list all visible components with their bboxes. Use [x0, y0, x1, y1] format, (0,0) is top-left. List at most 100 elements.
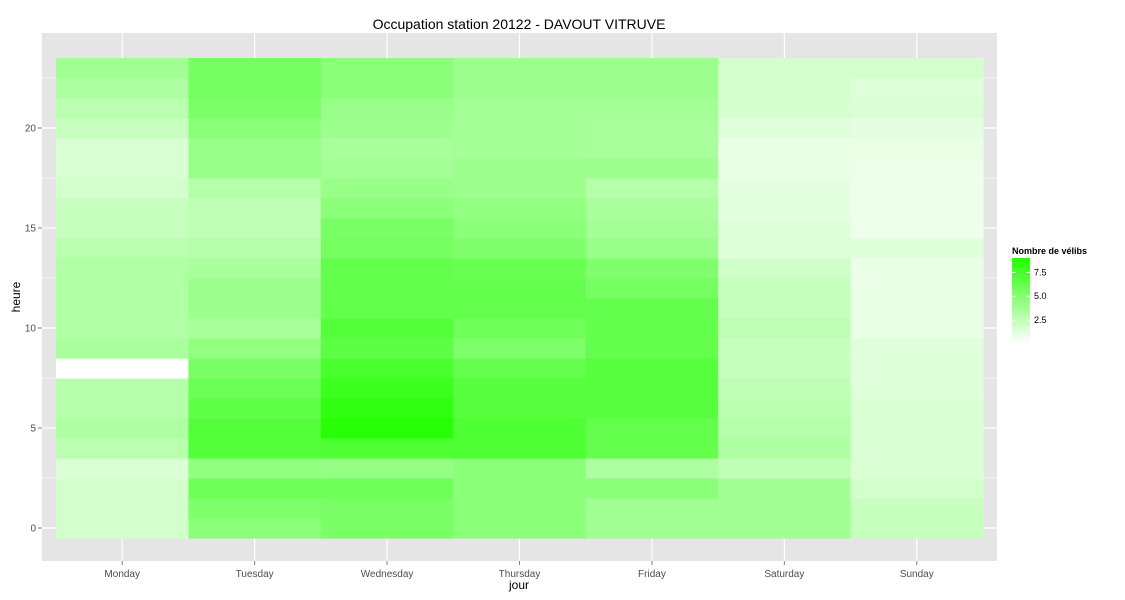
heatmap-cell	[320, 518, 454, 539]
heatmap-cell	[56, 438, 190, 459]
heatmap-cell	[56, 518, 190, 539]
heatmap-cell	[850, 138, 984, 159]
x-tick-label: Saturday	[764, 569, 804, 580]
legend-label: 5.0	[1034, 291, 1047, 301]
heatmap-cell	[585, 378, 719, 399]
heatmap-cell	[718, 138, 852, 159]
heatmap-cell	[850, 178, 984, 199]
heatmap-cell	[585, 318, 719, 339]
heatmap-cell	[56, 58, 190, 79]
heatmap-cell	[850, 318, 984, 339]
x-tick-label: Friday	[638, 569, 666, 580]
heatmap-cell	[453, 318, 587, 339]
heatmap-cell	[188, 198, 322, 219]
heatmap-cell	[850, 418, 984, 439]
x-tick-label: Thursday	[499, 569, 541, 580]
heatmap-cell	[320, 58, 454, 79]
heatmap-cell	[188, 338, 322, 359]
x-tick-label: Monday	[104, 569, 140, 580]
heatmap-cell	[56, 218, 190, 239]
heatmap-cell	[453, 398, 587, 419]
heatmap-cell	[453, 218, 587, 239]
heatmap-cell	[56, 458, 190, 479]
heatmap-cell	[188, 478, 322, 499]
heatmap-cell	[320, 258, 454, 279]
heatmap-cell	[320, 98, 454, 119]
heatmap-cell	[585, 298, 719, 319]
heatmap-cell	[188, 498, 322, 519]
heatmap-cell	[188, 398, 322, 419]
heatmap-cell	[718, 238, 852, 259]
legend-colorbar	[1012, 258, 1030, 344]
heatmap-cell	[453, 458, 587, 479]
heatmap-cell	[850, 298, 984, 319]
y-tick-label: 5	[30, 424, 36, 435]
heatmap-cell	[320, 478, 454, 499]
legend-ticks: 2.5 5.0 7.5	[1012, 267, 1047, 325]
heatmap-cell	[850, 498, 984, 519]
heatmap-cell	[718, 358, 852, 379]
heatmap-cell	[453, 138, 587, 159]
heatmap-cell	[56, 478, 190, 499]
x-axis-title: jour	[508, 578, 529, 592]
heatmap-cell	[718, 438, 852, 459]
y-tick-label: 0	[30, 524, 36, 535]
legend: Nombre de vélibs 2.5 5.0 7.5	[1012, 246, 1087, 344]
heatmap-cell	[585, 238, 719, 259]
x-axis: Monday Tuesday Wednesday Thursday Friday Satu…	[104, 561, 934, 580]
heatmap-cell	[188, 518, 322, 539]
heatmap-cell	[850, 338, 984, 359]
heatmap-cell	[188, 98, 322, 119]
heatmap-cell	[850, 518, 984, 539]
heatmap-cell	[453, 238, 587, 259]
heatmap-cell	[453, 98, 587, 119]
heatmap-cell	[453, 258, 587, 279]
heatmap-cell	[850, 118, 984, 139]
heatmap-cell	[453, 78, 587, 99]
heatmap-cell	[585, 278, 719, 299]
heatmap-cell	[718, 198, 852, 219]
heatmap-cell	[188, 138, 322, 159]
x-tick-label: Tuesday	[236, 569, 274, 580]
heatmap-cell	[320, 338, 454, 359]
heatmap-cell	[850, 58, 984, 79]
heatmap-cell	[320, 78, 454, 99]
heatmap-cell	[850, 458, 984, 479]
heatmap-cell	[188, 78, 322, 99]
heatmap-cell	[718, 278, 852, 299]
heatmap-cell	[56, 158, 190, 179]
heatmap-cell	[850, 78, 984, 99]
heatmap-cell	[56, 278, 190, 299]
heatmap-cell	[585, 138, 719, 159]
heatmap-cell	[188, 378, 322, 399]
x-tick-label: Wednesday	[361, 569, 414, 580]
heatmap-cell	[718, 118, 852, 139]
heatmap-cell	[850, 98, 984, 119]
heatmap-cell	[850, 158, 984, 179]
y-axis: 0 5 10 15 20	[25, 124, 42, 535]
heatmap-cell	[56, 418, 190, 439]
heatmap-cell	[320, 118, 454, 139]
heatmap-cell	[320, 378, 454, 399]
heatmap-cell	[188, 178, 322, 199]
heatmap-cell	[585, 518, 719, 539]
heatmap-cell	[453, 298, 587, 319]
heatmap-cell	[585, 178, 719, 199]
heatmap-cell	[453, 278, 587, 299]
heatmap-cell	[56, 78, 190, 99]
heatmap-cell	[320, 238, 454, 259]
heatmap-cell	[188, 238, 322, 259]
heatmap-cell	[850, 438, 984, 459]
y-tick-label: 20	[25, 124, 37, 135]
heatmap-cell	[320, 398, 454, 419]
heatmap-cell	[56, 138, 190, 159]
heatmap-cell	[453, 158, 587, 179]
heatmap-cell	[56, 238, 190, 259]
heatmap-cell	[320, 438, 454, 459]
heatmap-cell	[718, 258, 852, 279]
heatmap-cell	[718, 98, 852, 119]
legend-label: 7.5	[1034, 267, 1047, 277]
heatmap-cell	[718, 218, 852, 239]
heatmap-cell	[56, 338, 190, 359]
